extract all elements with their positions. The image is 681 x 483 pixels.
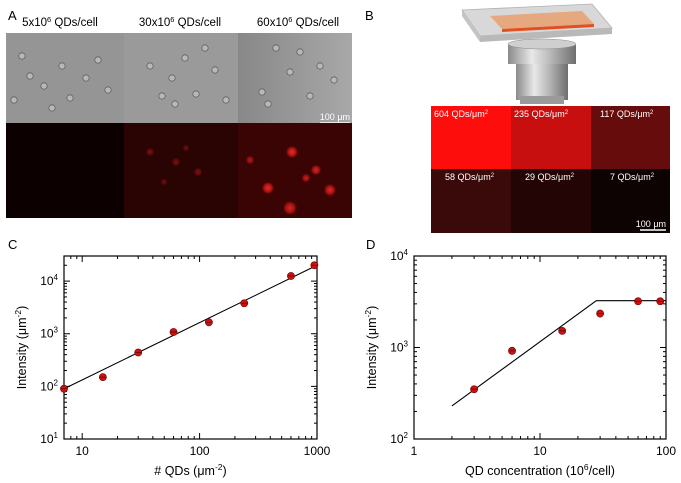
cell [94,56,102,64]
fluorescent-cell [145,147,155,157]
brightfield-image-1 [6,33,124,123]
panel-b-scale-label: 100 μm [636,219,666,229]
x-axis-label: # QDs (μm-2) [154,462,226,478]
cell [26,72,34,80]
fluorescence-image-1 [6,123,124,218]
cell [171,100,179,108]
cell [272,44,280,52]
fluorescent-cell [171,157,181,167]
cell [40,82,48,90]
tile-4-label: 58 QDs/μm2 [445,172,495,182]
tile-4 [431,169,511,233]
density-tile-grid [431,106,670,233]
panel-c-letter: C [8,237,17,252]
y-tick-label: 103 [40,326,58,341]
cell [18,52,26,60]
cell [264,100,272,108]
panel-c-chart: C 10 100 1000 101 102 103 104 # QDs (μm-2) Inten… [8,237,331,478]
fluorescent-cell [160,178,168,186]
cell [258,88,266,96]
panel-d-letter: D [366,237,375,252]
cell [10,96,18,104]
fit-line [451,300,666,407]
tile-2-label: 235 QDs/μm2 [514,109,569,119]
x-tick-label: 100 [190,444,210,458]
fluorescent-cell [301,173,311,183]
slide-illustration [461,3,613,42]
cell [181,54,189,62]
fluorescent-cell [323,183,337,197]
cell [104,86,112,94]
tile-5 [511,169,591,233]
tile-6 [591,169,670,233]
panel-a-col-title-3: 60x106 QDs/cell [257,15,339,29]
x-axis-label: QD concentration (106/cell) [465,462,615,478]
brightfield-image-2 [124,33,238,123]
panel-d-chart: D 1 10 100 102 103 104 QD concentration (106/c… [363,237,676,478]
cell [82,74,90,82]
y-tick-label: 102 [390,431,408,446]
tile-3 [591,106,670,169]
cell [58,62,66,70]
y-axis-label: Intensity (μm-2) [13,306,29,390]
brightfield-cells [10,44,338,112]
fluorescence-image-2 [124,123,238,218]
cell [48,104,56,112]
plot-frame [413,255,667,440]
panel-a-letter: A [8,8,17,23]
y-tick-label: 102 [40,378,58,393]
cell [222,96,230,104]
tile-1 [431,106,511,169]
cell [330,76,338,84]
fluorescent-cell [285,145,299,159]
panel-a-scale-label: 100 μm [320,112,350,122]
cell [192,90,200,98]
x-tick-label: 10 [533,444,547,458]
fluorescent-cell [310,164,322,176]
cell [286,68,294,76]
fluorescent-cell [282,200,298,216]
y-tick-label: 104 [40,273,58,288]
cell [168,74,176,82]
tile-5-label: 29 QDs/μm2 [525,172,575,182]
panel-a-col-title-2: 30x106 QDs/cell [139,15,221,29]
tile-2 [511,106,591,169]
fluorescent-cell [261,181,275,195]
y-tick-label: 104 [390,248,408,263]
panel-a-col-title-1: 5x106 QDs/cell [22,15,98,29]
cell [211,66,219,74]
cell [316,62,324,70]
tile-1-label: 604 QDs/μm2 [434,109,489,119]
cell [158,92,166,100]
cell [296,48,304,56]
tile-6-label: 7 QDs/μm2 [610,172,655,182]
cell [66,94,74,102]
y-tick-label: 103 [390,340,408,355]
objective-lens-illustration [507,38,577,104]
x-tick-label: 100 [656,444,676,458]
cell [146,62,154,70]
fluorescent-cell [245,155,255,165]
plot-frame [63,255,318,440]
x-tick-label: 1 [411,444,418,458]
cell [306,92,314,100]
panel-a: A 5x106 QDs/cell 30x106 QDs/cell 60x106 … [6,8,352,218]
fluorescent-cells [145,144,337,216]
y-axis-label: Intensity (μm-2) [363,306,379,390]
panel-b: B 604 QDs/μm2 235 QDs/μm2 1 [365,3,670,233]
x-tick-label: 1000 [304,444,331,458]
cell [201,44,209,52]
y-tick-label: 101 [40,431,58,446]
tile-3-label: 117 QDs/μm2 [600,109,654,119]
panel-b-letter: B [365,8,374,23]
fit-line [63,264,318,390]
fluorescent-cell [182,144,190,152]
x-tick-label: 10 [76,444,90,458]
fluorescent-cell [193,167,203,177]
